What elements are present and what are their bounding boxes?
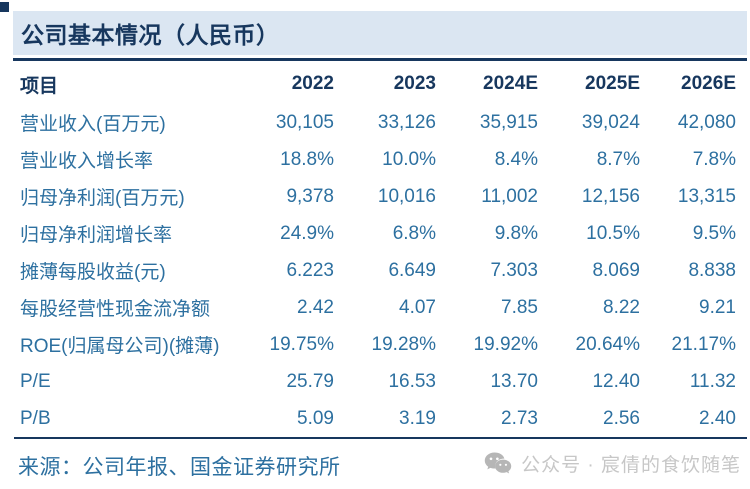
table-cell: 6.223 — [286, 259, 334, 281]
wechat-icon — [484, 452, 512, 474]
table-cell: 10,016 — [377, 185, 436, 207]
table-cell: 19.28% — [371, 333, 436, 355]
table-cell: 13,315 — [677, 185, 736, 207]
table-row: 营业收入(百万元) 30,105 33,126 35,915 39,024 42,080 — [16, 104, 742, 141]
table-cell: 33,126 — [377, 111, 436, 133]
table-row: 摊薄每股收益(元) 6.223 6.649 7.303 8.069 8.838 — [16, 252, 742, 289]
table-row: 归母净利润(百万元) 9,378 10,016 11,002 12,156 13,315 — [16, 178, 742, 215]
table-cell: 20.64% — [575, 333, 640, 355]
footer-divider — [14, 437, 747, 439]
table-cell: 2.56 — [603, 407, 640, 429]
table-cell: 6.649 — [388, 259, 436, 281]
row-label: 每股经营性现金流净额 — [20, 299, 211, 320]
table-cell: 3.19 — [399, 407, 436, 429]
table-cell: 8.838 — [688, 259, 736, 281]
column-header-item: 项目 — [20, 75, 59, 97]
table-row: P/B 5.09 3.19 2.73 2.56 2.40 — [16, 400, 742, 437]
table-row: 每股经营性现金流净额 2.42 4.07 7.85 8.22 9.21 — [16, 289, 742, 326]
table-row: P/E 25.79 16.53 13.70 12.40 11.32 — [16, 363, 742, 400]
table-cell: 9.5% — [692, 222, 736, 244]
row-label: 营业收入增长率 — [20, 151, 154, 172]
row-label: P/E — [20, 370, 51, 392]
watermark: 公众号 · 宸倩的食饮随笔 — [484, 447, 741, 479]
watermark-text: 公众号 · 宸倩的食饮随笔 — [521, 454, 741, 476]
table-row: ROE(归属母公司)(摊薄) 19.75% 19.28% 19.92% 20.64% 21… — [16, 326, 742, 363]
table-cell: 5.09 — [297, 407, 334, 429]
table-cell: 8.069 — [592, 259, 640, 281]
table-cell: 19.92% — [473, 333, 538, 355]
table-cell: 39,024 — [581, 111, 640, 133]
row-label: 归母净利润(百万元) — [20, 188, 185, 209]
table-cell: 16.53 — [388, 370, 436, 392]
table-cell: 2.40 — [699, 407, 736, 429]
table-cell: 11.32 — [689, 370, 736, 392]
row-label: 归母净利润增长率 — [20, 225, 173, 246]
table-cell: 8.7% — [596, 148, 640, 170]
table-cell: 7.85 — [501, 296, 538, 318]
table-cell: 19.75% — [269, 333, 334, 355]
table-cell: 9,378 — [286, 185, 334, 207]
table-cell: 6.8% — [392, 222, 436, 244]
section-title: 公司基本情况（人民币） — [21, 22, 280, 48]
table-cell: 10.5% — [586, 222, 640, 244]
table-row: 营业收入增长率 18.8% 10.0% 8.4% 8.7% 7.8% — [16, 141, 742, 178]
table-cell: 25.79 — [286, 370, 334, 392]
table-header-row: 项目 2022 2023 2024E 2025E 2026E — [16, 64, 742, 104]
row-label: P/B — [20, 407, 51, 429]
table-cell: 21.17% — [671, 333, 736, 355]
column-header-year: 2023 — [393, 73, 436, 94]
table-cell: 9.21 — [699, 296, 736, 318]
financials-table: 项目 2022 2023 2024E 2025E 2026E 营业收入(百万元) 30,10… — [16, 64, 742, 437]
table-cell: 7.8% — [692, 148, 736, 170]
column-header-year: 2024E — [483, 73, 538, 94]
table-cell: 4.07 — [399, 296, 436, 318]
table-cell: 11,002 — [481, 185, 538, 207]
table-cell: 8.4% — [494, 148, 538, 170]
table-cell: 9.8% — [494, 222, 538, 244]
table-cell: 24.9% — [280, 222, 334, 244]
table-cell: 35,915 — [479, 111, 538, 133]
row-label: 摊薄每股收益(元) — [20, 262, 166, 283]
title-underline — [13, 58, 747, 61]
table-cell: 18.8% — [280, 148, 334, 170]
table-cell: 12.40 — [592, 370, 640, 392]
table-cell: 2.42 — [297, 296, 334, 318]
source-note: 来源：公司年报、国金证券研究所 — [18, 456, 341, 479]
page-edge-artifact — [0, 2, 9, 12]
table-cell: 10.0% — [382, 148, 436, 170]
table-cell: 7.303 — [490, 259, 538, 281]
column-header-year: 2026E — [681, 73, 736, 94]
table-cell: 12,156 — [581, 185, 640, 207]
table-cell: 13.70 — [490, 370, 538, 392]
section-title-bar: 公司基本情况（人民币） — [13, 11, 747, 55]
table-row: 归母净利润增长率 24.9% 6.8% 9.8% 10.5% 9.5% — [16, 215, 742, 252]
table-cell: 8.22 — [603, 296, 640, 318]
table-cell: 42,080 — [677, 111, 736, 133]
row-label: ROE(归属母公司)(摊薄) — [20, 336, 220, 357]
row-label: 营业收入(百万元) — [20, 114, 166, 135]
column-header-year: 2022 — [291, 73, 334, 94]
table-cell: 30,105 — [275, 111, 334, 133]
table-cell: 2.73 — [501, 407, 538, 429]
column-header-year: 2025E — [585, 73, 640, 94]
